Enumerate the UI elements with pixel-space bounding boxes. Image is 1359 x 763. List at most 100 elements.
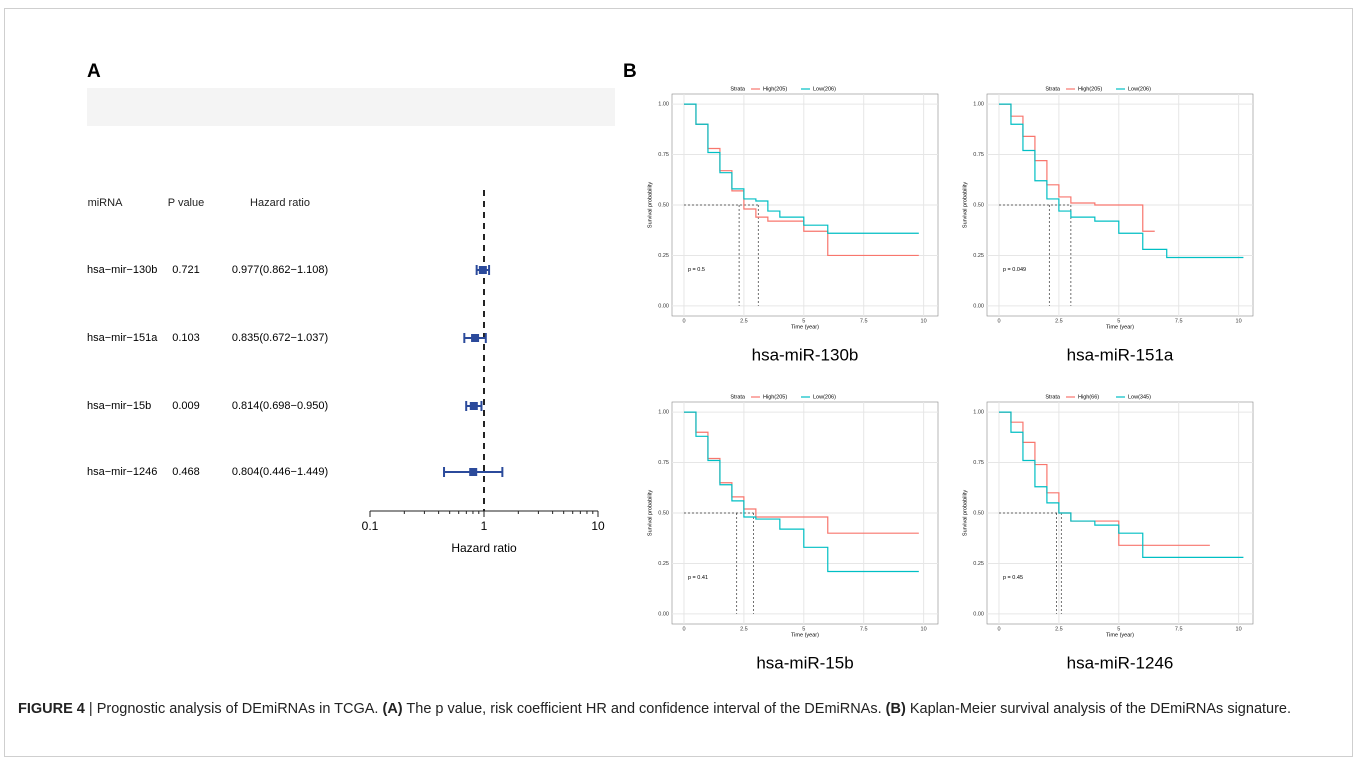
x-tick-label: 2.5 xyxy=(1055,318,1063,324)
hr-point xyxy=(469,468,478,476)
hazard-ratio-text: 0.835(0.672−1.037) xyxy=(232,332,328,344)
x-tick-label: 0 xyxy=(997,626,1000,632)
column-header: Hazard ratio xyxy=(250,197,310,209)
y-tick-label: 0.75 xyxy=(973,460,984,466)
legend-label: High(66) xyxy=(1078,394,1099,400)
x-tick-label: 2.5 xyxy=(1055,626,1063,632)
figure-frame xyxy=(4,8,1353,757)
y-tick-label: 1.00 xyxy=(658,102,669,108)
y-tick-label: 0.50 xyxy=(658,202,669,208)
survival-curve xyxy=(998,103,1155,232)
x-tick-label: 7.5 xyxy=(1175,626,1183,632)
legend-title: Strata xyxy=(1045,394,1061,400)
p-value: p = 0.5 xyxy=(688,267,705,273)
legend-label: Low(206) xyxy=(813,394,836,400)
x-tick-label: 2.5 xyxy=(740,318,748,324)
x-tick-label: 5 xyxy=(1117,626,1120,632)
survival-curve xyxy=(998,103,1244,259)
legend-label: High(205) xyxy=(1078,86,1102,92)
x-tick-label: 0 xyxy=(682,626,685,632)
x-axis-title: Time (year) xyxy=(1106,324,1134,330)
row-label: hsa−mir−151a xyxy=(87,332,158,344)
survival-curve xyxy=(998,411,1244,558)
chart-title: hsa-miR-15b xyxy=(756,653,853,672)
legend-label: High(205) xyxy=(763,394,787,400)
y-tick-label: 0.75 xyxy=(658,152,669,158)
p-value: 0.721 xyxy=(172,264,200,276)
hazard-ratio-text: 0.977(0.862−1.108) xyxy=(232,264,328,276)
x-tick-label: 7.5 xyxy=(860,626,868,632)
legend-label: Low(345) xyxy=(1128,394,1151,400)
y-tick-label: 0.00 xyxy=(658,303,669,309)
p-value: 0.103 xyxy=(172,332,200,344)
caption-text: (A) xyxy=(382,701,403,717)
y-tick-label: 0.25 xyxy=(658,253,669,259)
p-value: p = 0.049 xyxy=(1003,267,1026,273)
hazard-ratio-text: 0.804(0.446−1.449) xyxy=(232,466,328,478)
caption-text: Kaplan-Meier survival analysis of the DE… xyxy=(905,701,1292,717)
hr-point xyxy=(478,266,487,274)
x-tick-label: 10 xyxy=(921,626,927,632)
y-tick-label: 0.50 xyxy=(973,202,984,208)
p-value: p = 0.41 xyxy=(688,575,708,581)
panel-label: B xyxy=(623,61,637,82)
row-label: hsa−mir−130b xyxy=(87,264,157,276)
hazard-ratio-text: 0.814(0.698−0.950) xyxy=(232,400,328,412)
x-tick-label: 5 xyxy=(802,318,805,324)
x-axis-title: Hazard ratio xyxy=(451,541,517,555)
legend-title: Strata xyxy=(730,394,746,400)
x-tick-label: 1 xyxy=(481,519,488,533)
hr-point xyxy=(469,402,478,410)
row-label: hsa−mir−1246 xyxy=(87,466,157,478)
hr-point xyxy=(471,334,480,342)
x-tick-label: 10 xyxy=(591,519,605,533)
x-tick-label: 0 xyxy=(997,318,1000,324)
x-tick-label: 2.5 xyxy=(740,626,748,632)
x-tick-label: 10 xyxy=(921,318,927,324)
survival-curve xyxy=(683,103,919,234)
y-axis-title: Survival probability xyxy=(962,490,968,536)
y-tick-label: 0.25 xyxy=(973,561,984,567)
caption-text: The p value, risk coefficient HR and con… xyxy=(402,701,886,717)
y-tick-label: 0.25 xyxy=(973,253,984,259)
survival-curve xyxy=(998,411,1210,546)
x-tick-label: 5 xyxy=(802,626,805,632)
caption-text: | Prognostic analysis of DEmiRNAs in TCG… xyxy=(84,701,383,717)
column-header: P value xyxy=(168,197,205,209)
caption: FIGURE 4 | Prognostic analysis of DEmiRN… xyxy=(18,698,1338,720)
x-axis-title: Time (year) xyxy=(791,324,819,330)
y-tick-label: 0.00 xyxy=(973,611,984,617)
x-tick-label: 0.1 xyxy=(362,519,379,533)
y-axis-title: Survival probability xyxy=(647,490,653,536)
legend-title: Strata xyxy=(1045,86,1061,92)
legend-label: High(205) xyxy=(763,86,787,92)
caption-text: (B) xyxy=(885,701,906,717)
x-tick-label: 10 xyxy=(1236,626,1242,632)
y-tick-label: 0.75 xyxy=(973,152,984,158)
chart-title: hsa-miR-130b xyxy=(752,345,859,364)
legend-label: Low(206) xyxy=(1128,86,1151,92)
x-tick-label: 0 xyxy=(682,318,685,324)
legend-title: Strata xyxy=(730,86,746,92)
p-value: 0.009 xyxy=(172,400,200,412)
y-tick-label: 0.50 xyxy=(658,510,669,516)
y-tick-label: 0.50 xyxy=(973,510,984,516)
x-tick-label: 7.5 xyxy=(860,318,868,324)
y-tick-label: 1.00 xyxy=(973,410,984,416)
y-tick-label: 1.00 xyxy=(658,410,669,416)
y-tick-label: 0.25 xyxy=(658,561,669,567)
y-tick-label: 1.00 xyxy=(973,102,984,108)
y-axis-title: Survival probability xyxy=(647,182,653,228)
column-header: miRNA xyxy=(88,197,123,209)
header-band xyxy=(87,88,615,126)
y-tick-label: 0.75 xyxy=(658,460,669,466)
p-value: 0.468 xyxy=(172,466,200,478)
y-tick-label: 0.00 xyxy=(973,303,984,309)
x-tick-label: 10 xyxy=(1236,318,1242,324)
p-value: p = 0.45 xyxy=(1003,575,1023,581)
y-axis-title: Survival probability xyxy=(962,182,968,228)
row-label: hsa−mir−15b xyxy=(87,400,151,412)
panel-label: A xyxy=(87,61,101,82)
